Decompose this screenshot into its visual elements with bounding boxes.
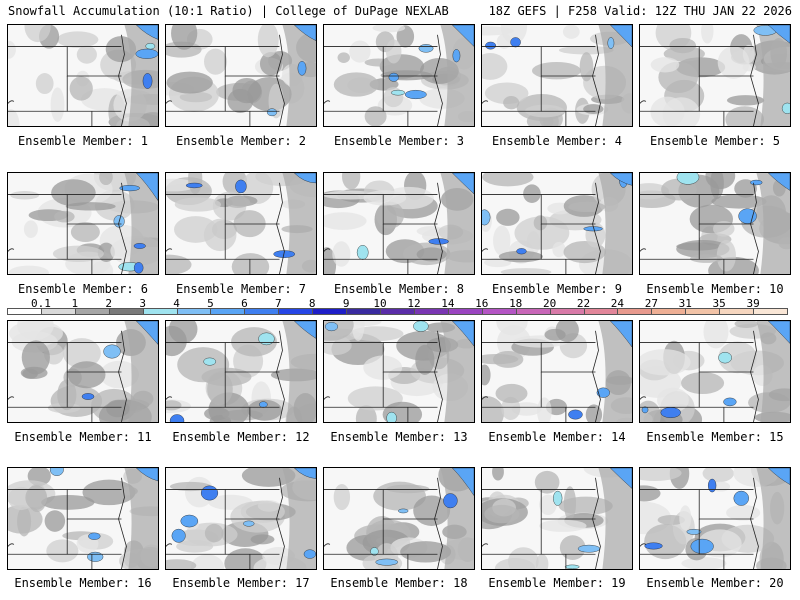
ensemble-panel [7,24,159,127]
ensemble-panel [323,172,475,275]
ensemble-member-label: Ensemble Member: 19 [488,576,626,590]
snowfall-map [482,173,632,274]
snowfall-map [166,25,316,126]
colorbar-tick-label: 10 [373,297,387,310]
colorbar-tick-label: 22 [576,297,591,310]
snowfall-map [166,173,316,274]
ensemble-member-label: Ensemble Member: 4 [491,134,623,148]
colorbar-tick-label: 14 [441,297,455,310]
colorbar-tick-label: 7 [274,297,282,310]
ensemble-panel [639,467,791,570]
snowfall-map [166,468,316,569]
snowfall-map [8,173,158,274]
colorbar-tick-label: 12 [407,297,421,310]
snowfall-map [324,173,474,274]
ensemble-member-label: Ensemble Member: 20 [646,576,784,590]
colorbar-tick-label: 9 [342,297,350,310]
ensemble-panel [323,24,475,127]
colorbar-tick-label: 3 [139,297,146,310]
ensemble-panel [165,320,317,423]
colorbar-tick-label: 2 [105,297,113,310]
colorbar-tick-label: 4 [173,297,180,310]
ensemble-panel [481,24,633,127]
snowfall-map [640,468,790,569]
ensemble-panel [481,467,633,570]
run-info: 18Z GEFS | F258 Valid: 12Z THU JAN 22 20… [488,4,792,18]
ensemble-member-label: Ensemble Member: 7 [175,282,307,296]
ensemble-panel [165,467,317,570]
snowfall-map [166,321,316,422]
colorbar-tick-label: 27 [644,297,658,310]
colorbar-legend: 0.1 1 2 3 4 5 6 7 8 9 10 12 14 16 18 20 22 24 27 31 35 39 [7,297,788,317]
colorbar-tick-label: 24 [610,297,625,310]
colorbar-tick-label: 1 [71,297,79,310]
ensemble-member-label: Ensemble Member: 15 [646,430,784,444]
ensemble-member-label: Ensemble Member: 5 [649,134,781,148]
ensemble-member-label: Ensemble Member: 6 [17,282,149,296]
snowfall-map [640,321,790,422]
snowfall-map [640,25,790,126]
ensemble-member-label: Ensemble Member: 17 [172,576,310,590]
ensemble-panel [165,172,317,275]
colorbar-tick-label: 16 [475,297,489,310]
ensemble-member-label: Ensemble Member: 14 [488,430,626,444]
ensemble-panel [7,320,159,423]
snowfall-map [324,25,474,126]
colorbar-tick-label: 18 [509,297,523,310]
colorbar-tick-label: 31 [678,297,692,310]
chart-title: Snowfall Accumulation (10:1 Ratio) | Col… [8,4,449,18]
snowfall-map [324,468,474,569]
ensemble-member-label: Ensemble Member: 11 [14,430,152,444]
ensemble-panel [639,24,791,127]
snowfall-map [482,468,632,569]
ensemble-member-label: Ensemble Member: 1 [17,134,149,148]
ensemble-member-label: Ensemble Member: 12 [172,430,310,444]
colorbar-tick-label: 8 [308,297,316,310]
ensemble-panel [323,467,475,570]
ensemble-member-label: Ensemble Member: 8 [333,282,465,296]
ensemble-panel [481,172,633,275]
ensemble-panel [165,24,317,127]
snowfall-map [8,321,158,422]
snowfall-map [8,25,158,126]
ensemble-panel [639,320,791,423]
ensemble-member-label: Ensemble Member: 13 [330,430,468,444]
snowfall-map [8,468,158,569]
colorbar-tick-label: 20 [542,297,557,310]
colorbar-tick-label: 6 [241,297,248,310]
ensemble-member-label: Ensemble Member: 10 [646,282,784,296]
snowfall-map [482,25,632,126]
ensemble-member-label: Ensemble Member: 9 [491,282,623,296]
colorbar-tick-label: 5 [207,297,214,310]
ensemble-member-label: Ensemble Member: 3 [333,134,465,148]
colorbar-tick-label: 39 [746,297,760,310]
ensemble-member-label: Ensemble Member: 2 [175,134,307,148]
ensemble-panel [323,320,475,423]
ensemble-panel [639,172,791,275]
ensemble-panel [7,467,159,570]
ensemble-panel [481,320,633,423]
snowfall-map [324,321,474,422]
ensemble-member-label: Ensemble Member: 18 [330,576,468,590]
ensemble-member-label: Ensemble Member: 16 [14,576,152,590]
colorbar-swatch [753,308,788,315]
colorbar-tick-label: 35 [712,297,726,310]
ensemble-panel [7,172,159,275]
snowfall-map [640,173,790,274]
colorbar-tick-label: 0.1 [30,297,51,310]
snowfall-map [482,321,632,422]
